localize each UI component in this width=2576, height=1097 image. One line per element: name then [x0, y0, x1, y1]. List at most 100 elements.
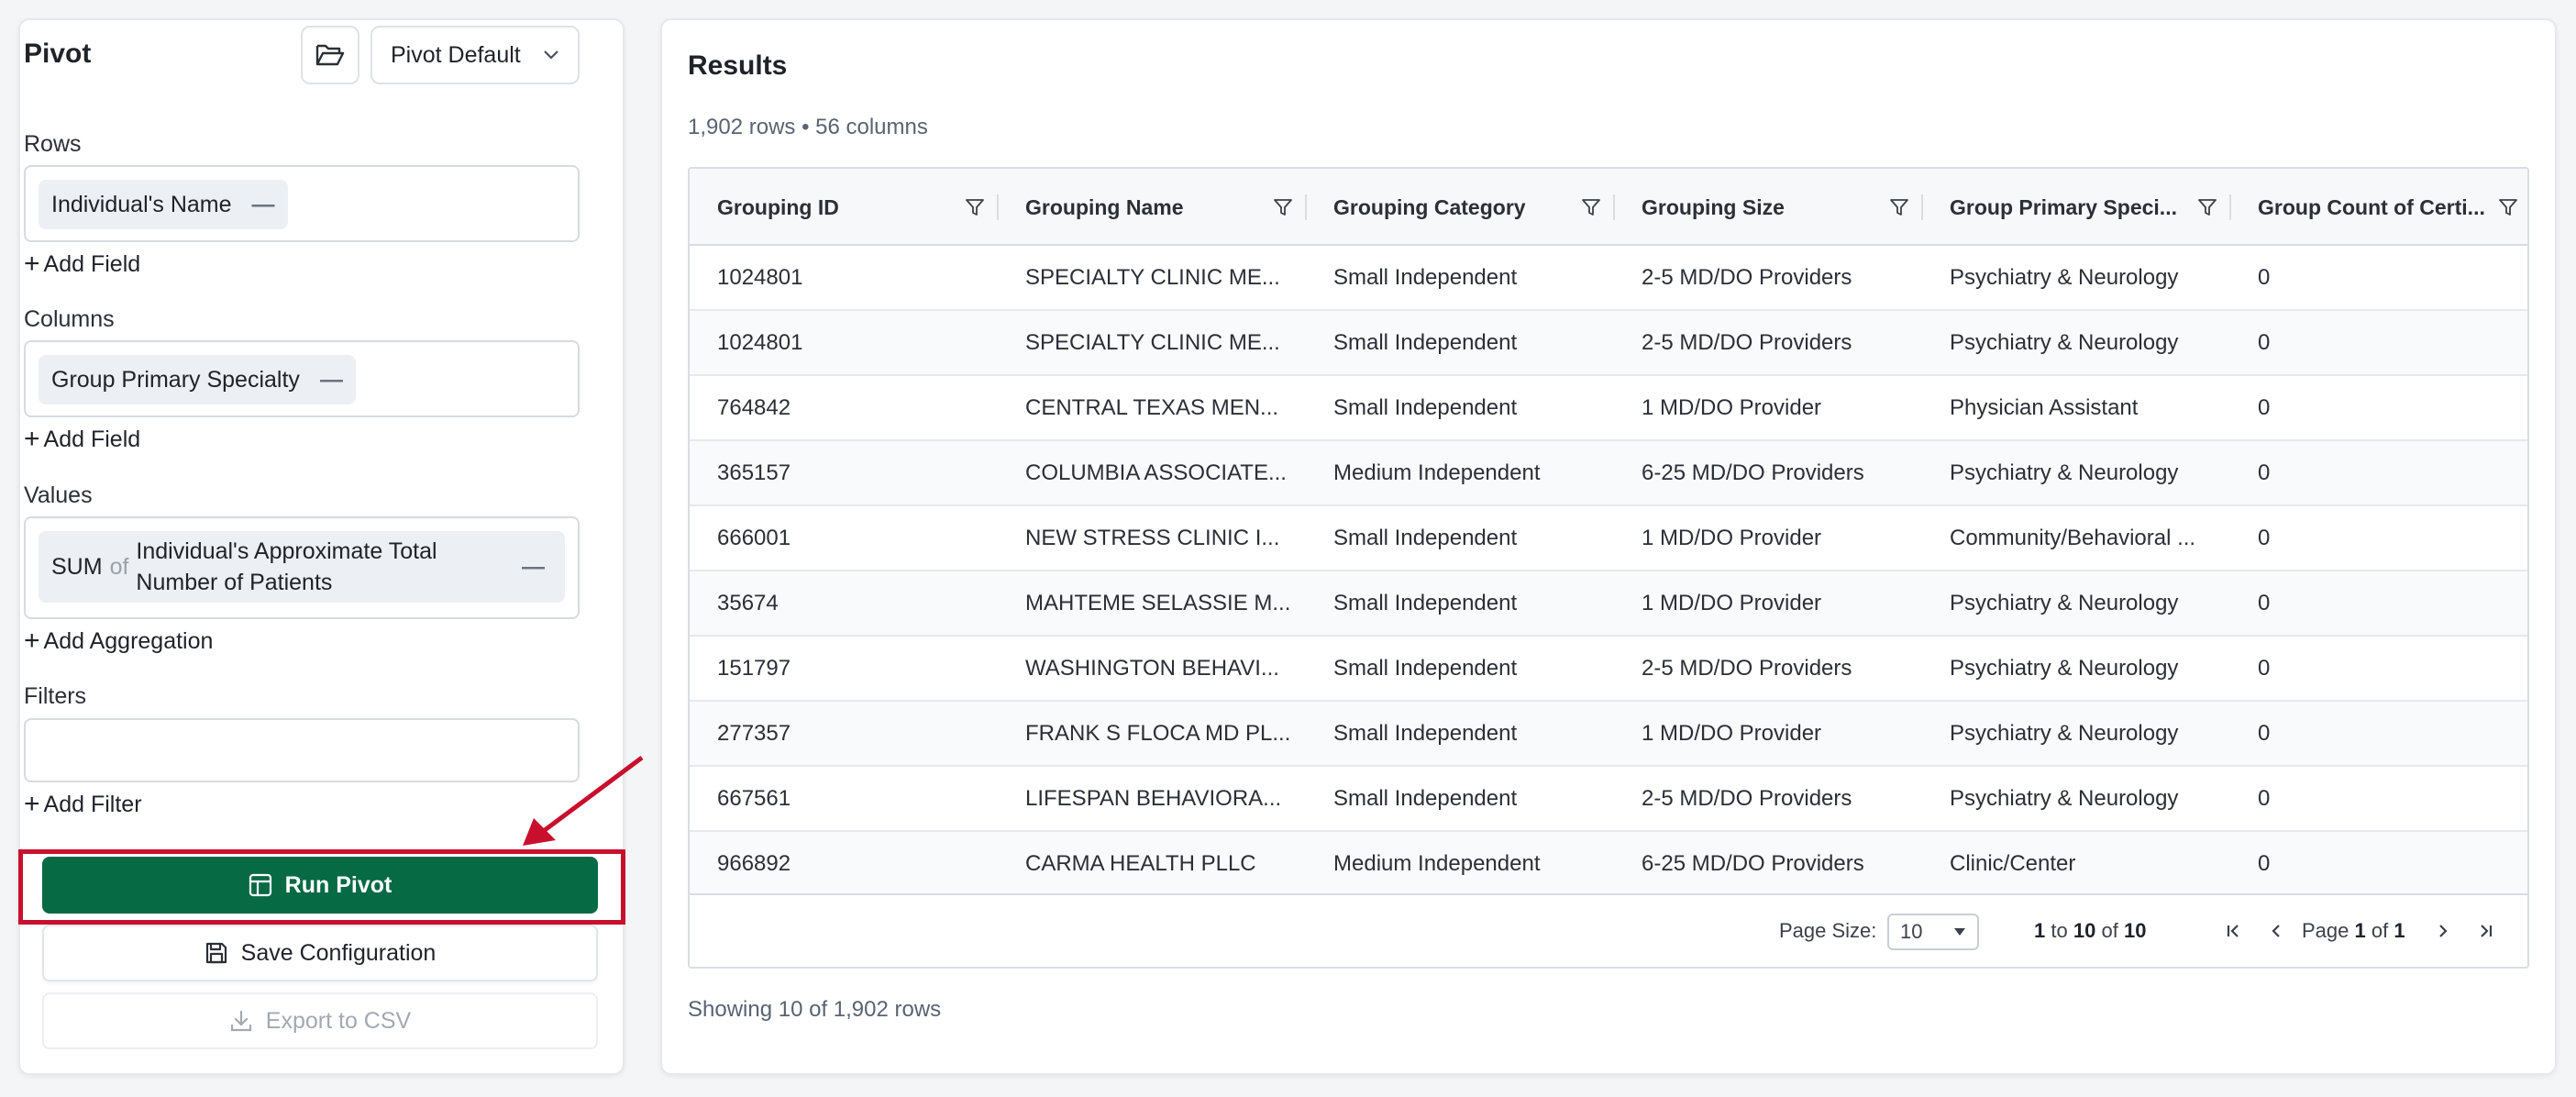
range-from: 1 — [2034, 919, 2046, 942]
table-cell: MAHTEME SELASSIE M... — [1025, 590, 1291, 615]
add-row-field-button[interactable]: + Add Field — [24, 250, 140, 278]
next-page-icon[interactable] — [2432, 917, 2454, 945]
remove-column-field-icon[interactable]: — — [319, 366, 343, 393]
table-cell: Psychiatry & Neurology — [1950, 264, 2179, 290]
table-cell: Small Independent — [1333, 590, 1518, 615]
save-configuration-button[interactable]: Save Configuration — [42, 925, 598, 981]
filter-icon[interactable] — [1581, 197, 1601, 217]
add-row-field-label: Add Field — [43, 250, 141, 277]
table-cell: Medium Independent — [1333, 460, 1541, 485]
columns-chip[interactable]: Group Primary Specialty — — [39, 355, 356, 404]
table-cell: 1024801 — [717, 264, 803, 290]
remove-row-field-icon[interactable]: — — [251, 191, 275, 217]
column-header[interactable]: Group Count of Certi... — [2230, 169, 2527, 246]
range-of-word: of — [2101, 919, 2118, 942]
previous-page-icon[interactable] — [2265, 917, 2287, 945]
table-cell: CARMA HEALTH PLLC — [1025, 850, 1256, 876]
table-row[interactable]: 365157 COLUMBIA ASSOCIATE... Medium Indepe… — [690, 441, 2527, 506]
table-row[interactable]: 1024801 SPECIALTY CLINIC ME... Small Indep… — [690, 311, 2527, 376]
grid-pager: Page Size: 10 1 to 10 of 10 Page 1 of 1 — [690, 893, 2527, 967]
column-header[interactable]: Grouping Name — [998, 169, 1306, 246]
range-to-word: to — [2051, 919, 2068, 942]
column-separator[interactable] — [2229, 194, 2231, 220]
values-chip-label: Individual's Approximate Total Number of… — [136, 538, 437, 595]
run-pivot-button[interactable]: Run Pivot — [42, 857, 598, 914]
last-page-icon[interactable] — [2474, 917, 2496, 945]
run-pivot-label: Run Pivot — [284, 871, 392, 898]
add-filter-label: Add Filter — [43, 791, 142, 817]
table-cell: FRANK S FLOCA MD PL... — [1025, 720, 1291, 746]
table-cell: Small Independent — [1333, 394, 1518, 420]
table-cell: 277357 — [717, 720, 791, 746]
table-cell: 35674 — [717, 590, 779, 615]
table-row[interactable]: 151797 WASHINGTON BEHAVI... Small Independ… — [690, 637, 2527, 702]
values-dropzone[interactable]: SUM of Individual's Approximate Total Nu… — [24, 516, 580, 619]
page-size-select[interactable]: 10 — [1887, 914, 1979, 950]
rows-chip-label: Individual's Name — [51, 191, 232, 217]
aggregation-function[interactable]: SUM — [51, 553, 103, 580]
column-header[interactable]: Grouping Size — [1614, 169, 1922, 246]
column-separator[interactable] — [997, 194, 999, 220]
table-cell: 0 — [2258, 785, 2271, 811]
filter-icon[interactable] — [2197, 197, 2217, 217]
add-filter-button[interactable]: + Add Filter — [24, 791, 142, 818]
add-column-field-button[interactable]: + Add Field — [24, 426, 140, 453]
remove-value-field-icon[interactable]: — — [522, 553, 545, 580]
table-row[interactable]: 277357 FRANK S FLOCA MD PL... Small Indepe… — [690, 702, 2527, 767]
column-header[interactable]: Group Primary Speci... — [1922, 169, 2230, 246]
aggregation-of-text: of — [109, 553, 129, 580]
filters-dropzone[interactable] — [24, 718, 580, 782]
plus-icon: + — [24, 424, 40, 454]
filters-label: Filters — [24, 683, 87, 709]
columns-dropzone[interactable]: Group Primary Specialty — — [24, 340, 580, 417]
column-separator[interactable] — [1921, 194, 1923, 220]
page-total: 1 — [2394, 919, 2405, 942]
filter-icon[interactable] — [965, 197, 985, 217]
table-row[interactable]: 35674 MAHTEME SELASSIE M... Small Independ… — [690, 571, 2527, 637]
filter-icon[interactable] — [1273, 197, 1293, 217]
page-of-word: of — [2371, 919, 2389, 942]
table-cell: 0 — [2258, 460, 2271, 485]
column-header[interactable]: Grouping Category — [1306, 169, 1614, 246]
table-cell: Psychiatry & Neurology — [1950, 460, 2179, 485]
filter-icon[interactable] — [2498, 197, 2518, 217]
table-cell: Small Independent — [1333, 655, 1518, 681]
save-configuration-label: Save Configuration — [240, 939, 437, 966]
table-cell: CENTRAL TEXAS MEN... — [1025, 394, 1279, 420]
pivot-preset-select[interactable]: Pivot Default — [370, 26, 580, 84]
plus-icon: + — [24, 789, 40, 819]
add-aggregation-button[interactable]: + Add Aggregation — [24, 627, 213, 655]
table-cell: 0 — [2258, 525, 2271, 550]
pivot-title: Pivot — [24, 39, 92, 69]
first-page-icon[interactable] — [2223, 917, 2245, 945]
grid-header: Grouping ID Grouping Name Grouping Categor… — [690, 169, 2527, 246]
chevron-down-icon — [544, 50, 558, 60]
export-csv-button[interactable]: Export to CSV — [42, 992, 598, 1049]
table-cell: 1 MD/DO Provider — [1642, 720, 1822, 746]
column-separator[interactable] — [1305, 194, 1307, 220]
table-row[interactable]: 966892 CARMA HEALTH PLLC Medium Independen… — [690, 832, 2527, 897]
table-row[interactable]: 764842 CENTRAL TEXAS MEN... Small Independ… — [690, 376, 2527, 441]
open-config-button[interactable] — [301, 26, 359, 84]
values-chip[interactable]: SUM of Individual's Approximate Total Nu… — [39, 531, 565, 603]
column-separator[interactable] — [1613, 194, 1615, 220]
rows-chip[interactable]: Individual's Name — — [39, 180, 288, 229]
table-cell: 0 — [2258, 394, 2271, 420]
values-label: Values — [24, 482, 93, 508]
page-word: Page — [2302, 919, 2349, 942]
table-row[interactable]: 667561 LIFESPAN BEHAVIORA... Small Indepen… — [690, 767, 2527, 832]
filter-icon[interactable] — [1889, 197, 1909, 217]
table-row[interactable]: 666001 NEW STRESS CLINIC I... Small Indepe… — [690, 506, 2527, 571]
table-row[interactable]: 1024801 SPECIALTY CLINIC ME... Small Indep… — [690, 246, 2527, 311]
table-cell: Small Independent — [1333, 720, 1518, 746]
download-icon — [230, 1010, 251, 1032]
table-cell: Community/Behavioral ... — [1950, 525, 2196, 550]
table-cell: Small Independent — [1333, 785, 1518, 811]
range-total: 10 — [2123, 919, 2147, 942]
table-cell: Medium Independent — [1333, 850, 1541, 876]
table-cell: 0 — [2258, 850, 2271, 876]
column-header-label: Group Primary Speci... — [1950, 194, 2177, 219]
table-cell: 0 — [2258, 655, 2271, 681]
column-header[interactable]: Grouping ID — [690, 169, 998, 246]
rows-dropzone[interactable]: Individual's Name — — [24, 165, 580, 242]
